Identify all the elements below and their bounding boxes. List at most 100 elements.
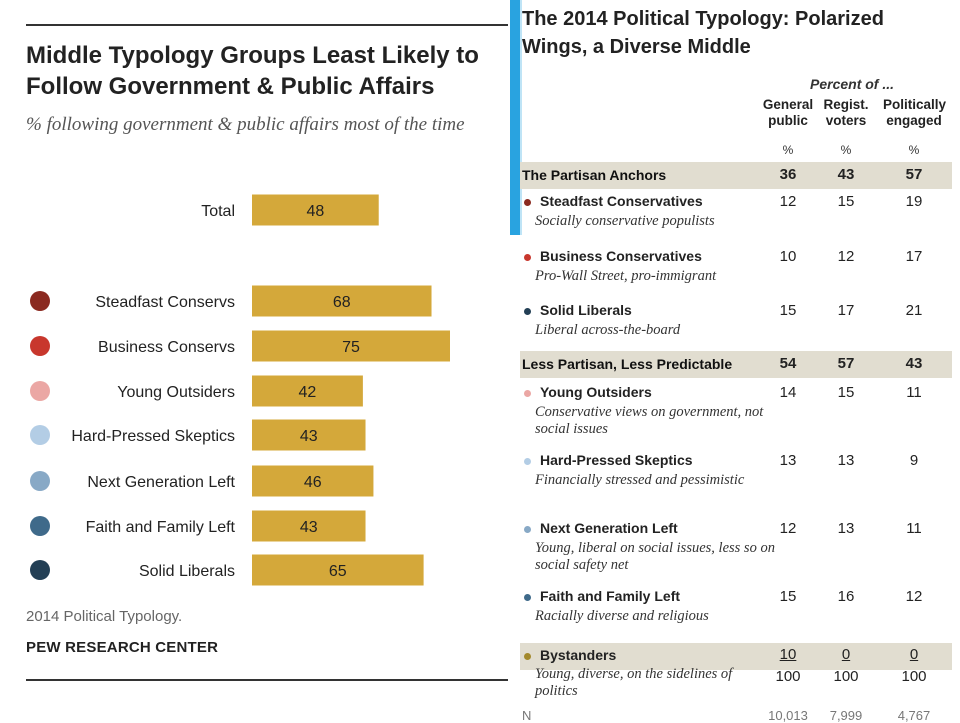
n-value: 7,999 <box>829 708 863 723</box>
typology-table-panel: The 2014 Political Typology: Polarized W… <box>520 0 960 723</box>
column-unit: % <box>840 143 852 157</box>
column-header: Politically engaged <box>883 97 947 128</box>
column-unit: % <box>908 143 920 157</box>
group-description: Liberal across-the-board <box>535 322 681 338</box>
group-value: 9 <box>909 452 919 469</box>
blue-accent-stripe <box>520 0 522 235</box>
group-description: Conservative views on government, not so… <box>535 404 764 437</box>
legend-dot-faith-and-family-left <box>30 516 50 536</box>
bottom-rule <box>26 679 508 681</box>
group-value: 13 <box>837 452 855 469</box>
group-value: 12 <box>779 193 797 210</box>
group-dot <box>524 594 531 601</box>
group-name: Solid Liberals <box>540 302 632 318</box>
value-label-hard-pressed-skeptics: 43 <box>300 428 318 445</box>
value-label-young-outsiders: 42 <box>299 384 317 401</box>
section-value: 36 <box>779 166 797 183</box>
bar-steadfast-conservs <box>252 285 432 317</box>
bystanders-dot <box>524 653 531 660</box>
group-value: 15 <box>779 302 797 319</box>
total-value: 100 <box>775 668 801 685</box>
category-label-total: Total <box>201 203 235 220</box>
group-dot <box>524 390 531 397</box>
n-value: 10,013 <box>768 708 808 723</box>
legend-dot-solid-liberals <box>30 560 50 580</box>
left-chart-panel: Middle Typology Groups Least Likely to F… <box>26 24 508 681</box>
category-label-solid-liberals: Solid Liberals <box>139 563 235 580</box>
bar-hard-pressed-skeptics <box>252 419 366 451</box>
column-header: General public <box>762 97 814 128</box>
bar-young-outsiders <box>252 375 363 407</box>
group-dot <box>524 199 531 206</box>
group-value: 16 <box>837 588 855 605</box>
group-value: 15 <box>779 588 797 605</box>
group-value: 15 <box>837 193 855 210</box>
section-value: 10 <box>779 646 797 663</box>
value-label-solid-liberals: 65 <box>329 563 347 580</box>
group-value: 19 <box>905 193 923 210</box>
group-description: Racially diverse and religious <box>535 608 709 624</box>
n-value: 4,767 <box>897 708 931 723</box>
top-rule <box>26 24 508 26</box>
bar-next-generation-left <box>252 465 374 497</box>
category-label-faith-and-family-left: Faith and Family Left <box>86 519 236 536</box>
column-unit: % <box>782 143 794 157</box>
value-label-faith-and-family-left: 43 <box>300 519 318 536</box>
bar-chart: Total 48 Steadfast Conservs 68 Business Cons… <box>30 194 450 586</box>
section-value: 0 <box>909 646 919 663</box>
blue-accent-bar <box>510 0 520 235</box>
legend-dot-young-outsiders <box>30 381 50 401</box>
category-label-steadfast-conservs: Steadfast Conservs <box>95 294 235 311</box>
value-label-steadfast-conservs: 68 <box>333 294 351 311</box>
chart-title: Middle Typology Groups Least Likely to F… <box>26 42 479 100</box>
section-value: 54 <box>779 355 797 372</box>
total-value: 100 <box>901 668 927 685</box>
group-value: 10 <box>779 248 797 265</box>
group-dot <box>524 458 531 465</box>
category-label-next-generation-left: Next Generation Left <box>87 474 235 491</box>
section-band <box>520 643 952 670</box>
percent-of-header: Percent of ... <box>810 76 895 92</box>
section-value: 0 <box>841 646 851 663</box>
n-label: N <box>522 708 532 723</box>
section-value: 57 <box>837 355 855 372</box>
value-label-total: 48 <box>306 203 324 220</box>
chart-subtitle: % following government & public affairs … <box>26 114 465 135</box>
group-value: 12 <box>905 588 923 605</box>
group-value: 17 <box>905 248 923 265</box>
column-header: Regist. voters <box>823 97 869 128</box>
group-name: Hard-Pressed Skeptics <box>540 452 693 468</box>
group-value: 17 <box>837 302 855 319</box>
bar-total <box>252 194 379 226</box>
group-dot <box>524 308 531 315</box>
group-name: Next Generation Left <box>540 520 678 536</box>
category-label-hard-pressed-skeptics: Hard-Pressed Skeptics <box>71 428 235 445</box>
bar-solid-liberals <box>252 554 424 586</box>
group-name: Faith and Family Left <box>540 588 681 604</box>
group-name: Business Conservatives <box>540 248 702 264</box>
group-dot <box>524 254 531 261</box>
category-label-business-conservs: Business Conservs <box>98 339 235 356</box>
section-band <box>520 351 952 378</box>
group-name: Steadfast Conservatives <box>540 193 703 209</box>
legend-dot-hard-pressed-skeptics <box>30 425 50 445</box>
group-dot <box>524 526 531 533</box>
group-description: Financially stressed and pessimistic <box>535 472 745 488</box>
group-value: 13 <box>837 520 855 537</box>
group-value: 12 <box>837 248 855 265</box>
group-value: 11 <box>906 520 922 537</box>
chart-source: 2014 Political Typology. <box>26 608 183 625</box>
bar-faith-and-family-left <box>252 510 366 542</box>
value-label-business-conservs: 75 <box>342 339 360 356</box>
group-value: 11 <box>906 384 922 401</box>
group-description: Pro-Wall Street, pro-immigrant <box>535 268 717 284</box>
table-title: The 2014 Political Typology: Polarized W… <box>522 8 884 58</box>
legend-dot-next-generation-left <box>30 471 50 491</box>
group-description: Young, diverse, on the sidelines of poli… <box>535 666 733 699</box>
group-value: 15 <box>837 384 855 401</box>
bar-business-conservs <box>252 330 450 362</box>
section-value: 43 <box>837 166 855 183</box>
group-value: 13 <box>779 452 797 469</box>
chart-org: PEW RESEARCH CENTER <box>26 639 219 656</box>
legend-dot-steadfast-conservs <box>30 291 50 311</box>
